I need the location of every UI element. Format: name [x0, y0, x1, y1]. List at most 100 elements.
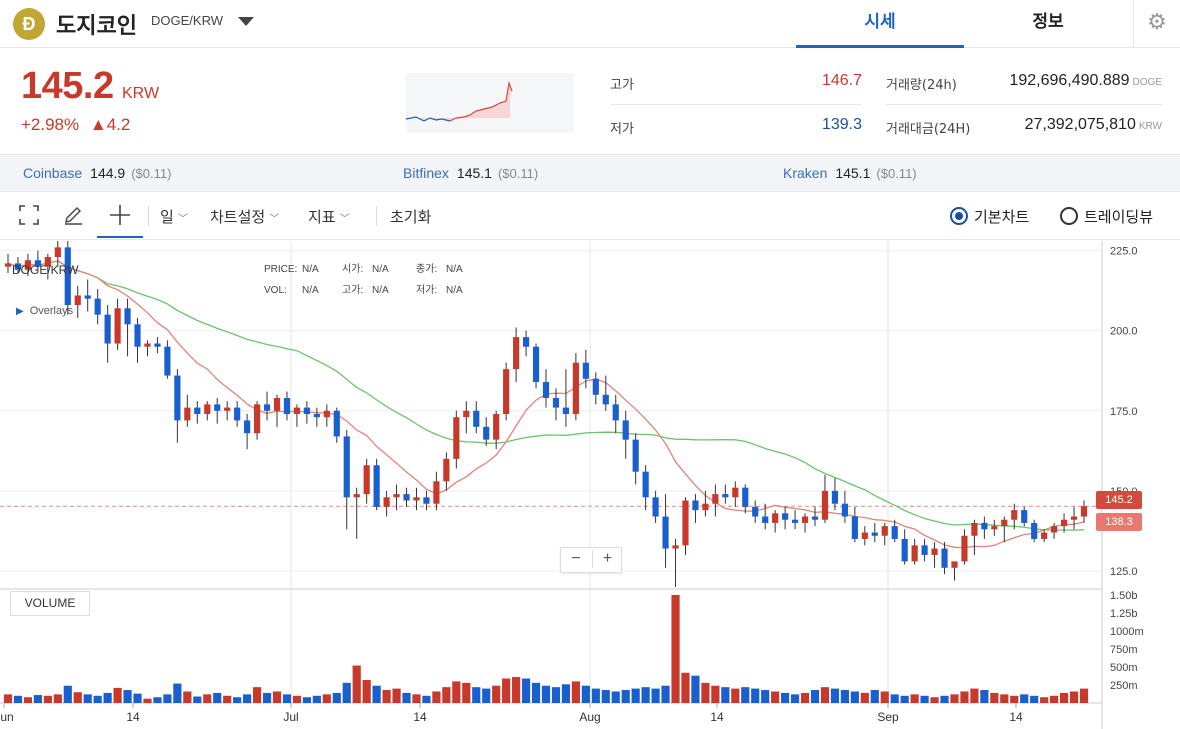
coin-name[interactable]: 도지코인 — [56, 14, 137, 39]
overlays-label: Overlays — [29, 305, 74, 317]
volume-bar — [103, 692, 112, 703]
volume-bar — [362, 679, 371, 703]
stat-turnover: 거래대금(24H) 27,392,075,810 KRW — [886, 105, 1162, 149]
volume-bar — [462, 682, 471, 703]
price-chart[interactable]: 225.0200.0175.0150.0125.01.50b1.25b1000m… — [0, 241, 1180, 729]
dogecoin-logo-icon: Ð — [13, 8, 45, 40]
x-tick-label: 14 — [1009, 710, 1023, 724]
exchange-usd: ($0.11) — [131, 166, 172, 181]
volume-bar — [452, 681, 461, 703]
volume-stats: 거래량(24h) 192,696,490.889 DOGE 거래대금(24H) 2… — [886, 61, 1162, 149]
candle-body — [433, 481, 440, 504]
candle-body — [782, 513, 789, 520]
volume-bar — [243, 694, 252, 703]
ma-price-tag: 138.3 — [1096, 513, 1142, 531]
volume-bar — [63, 685, 72, 703]
volume-bar — [830, 688, 840, 703]
volume-bar — [123, 690, 132, 703]
indicators-label: 지표 — [308, 208, 336, 226]
coin-pair[interactable]: DOGE/KRW — [151, 13, 223, 28]
candle-body — [204, 404, 211, 414]
volume-tick-label: 250m — [1110, 680, 1138, 692]
candle-body — [1021, 510, 1028, 523]
period-label: 일 — [160, 208, 174, 226]
settings-button[interactable]: ⚙ — [1133, 0, 1180, 48]
candle-body — [622, 420, 629, 440]
fullscreen-button[interactable] — [12, 192, 46, 238]
exchange-bitfinex[interactable]: Bitfinex 145.1 ($0.11) — [403, 165, 538, 181]
candle-body — [333, 410, 340, 437]
candle-body — [811, 516, 819, 520]
candle-body — [463, 410, 470, 418]
basic-chart-radio[interactable]: 기본차트 — [950, 206, 1029, 227]
volume-bar — [970, 688, 979, 703]
stat-turnover-label: 거래대금(24H) — [886, 122, 971, 137]
volume-bar — [980, 690, 989, 703]
candle-body — [642, 471, 649, 498]
volume-bar — [940, 695, 949, 703]
exchange-kraken[interactable]: Kraken 145.1 ($0.11) — [783, 165, 917, 181]
candle-body — [1031, 522, 1038, 539]
volume-bar — [531, 682, 541, 703]
candle-body — [503, 369, 510, 414]
candle-body — [293, 407, 301, 414]
indicators-dropdown[interactable]: 지표 ﹀ — [308, 206, 350, 227]
volume-bar — [372, 685, 381, 703]
tradingview-radio[interactable]: 트레이딩뷰 — [1060, 206, 1153, 227]
candle-body — [174, 375, 181, 421]
candle-body — [244, 420, 251, 434]
volume-bar — [1069, 691, 1079, 703]
zoom-in-button[interactable]: + — [592, 550, 622, 568]
volume-bar — [880, 691, 889, 703]
candle-body — [881, 526, 888, 536]
pencil-icon — [65, 206, 82, 225]
candlestick-chart-svg[interactable]: 225.0200.0175.0150.0125.01.50b1.25b1000m… — [0, 241, 1180, 729]
zoom-out-button[interactable]: − — [571, 550, 581, 567]
candle-body — [194, 407, 201, 414]
volume-bar — [482, 688, 491, 703]
crosshair-button[interactable] — [97, 192, 143, 238]
volume-bar — [213, 692, 222, 703]
candle-body — [1011, 510, 1018, 520]
volume-bar — [651, 688, 660, 703]
y-tick-label: 125.0 — [1110, 566, 1138, 578]
volume-bar — [13, 695, 23, 703]
chevron-down-icon[interactable] — [238, 17, 254, 26]
volume-bar — [920, 695, 929, 703]
chart-symbol-label: DOGE/KRW — [12, 263, 79, 277]
chart-settings-dropdown[interactable]: 차트설정 ﹀ — [210, 206, 279, 227]
candle-body — [1070, 516, 1078, 520]
volume-bar — [930, 697, 939, 703]
candle-body — [393, 494, 400, 498]
volume-bar — [392, 688, 401, 703]
candle-body — [473, 410, 480, 427]
price-readout-value: N/A — [302, 264, 319, 275]
period-dropdown[interactable]: 일 ﹀ — [160, 206, 188, 227]
volume-bar — [671, 595, 680, 703]
tab-info[interactable]: 정보 — [1032, 12, 1064, 32]
candle-body — [323, 410, 330, 418]
candle-body — [602, 394, 609, 405]
x-tick-label: Jul — [283, 710, 298, 724]
overlays-toggle[interactable]: ▶ Overlays — [16, 305, 73, 317]
chart-toolbar: 일 ﹀ 차트설정 ﹀ 지표 ﹀ 초기화 기본차트 트레이딩뷰 — [0, 192, 1180, 240]
candle-body — [821, 490, 829, 520]
volume-bar — [252, 687, 262, 703]
x-tick-label: Jun — [0, 710, 14, 724]
price-readout-label: PRICE: — [264, 264, 298, 275]
draw-button[interactable] — [56, 192, 90, 238]
reset-button[interactable]: 초기화 — [390, 208, 432, 226]
exchange-coinbase[interactable]: Coinbase 144.9 ($0.11) — [23, 165, 171, 181]
radio-checked-icon — [950, 207, 968, 225]
tab-quote[interactable]: 시세 — [796, 0, 964, 48]
volume-bar — [282, 694, 292, 703]
volume-bar — [721, 687, 730, 703]
volume-bar — [910, 694, 919, 703]
exchange-prices: Coinbase 144.9 ($0.11) Bitfinex 145.1 ($0.11… — [0, 154, 1180, 192]
exchange-name: Bitfinex — [403, 165, 449, 181]
volume-bar — [820, 687, 830, 703]
volume-bar — [521, 678, 531, 703]
sparkline-up-line — [449, 80, 513, 122]
candle-body — [383, 497, 390, 507]
candle-body — [144, 343, 151, 347]
